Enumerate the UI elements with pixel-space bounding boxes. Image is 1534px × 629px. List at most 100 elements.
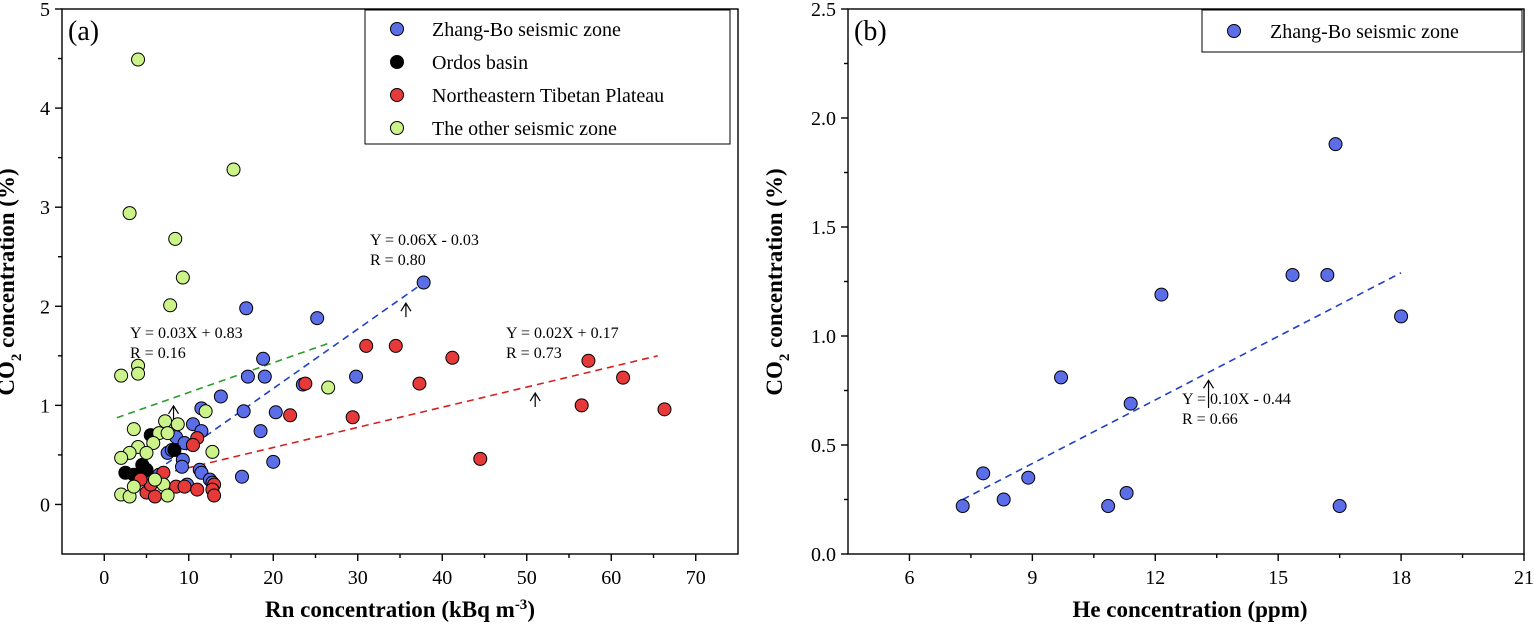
data-point [158,414,173,429]
annotation-arrow [1203,379,1215,408]
y-tick-label: 5 [40,0,50,21]
data-point [205,444,220,459]
data-point [198,404,213,419]
legend-label: Zhang-Bo seismic zone [1270,21,1459,43]
y-tick-label: 1.0 [811,326,836,348]
data-point [147,489,162,504]
fit-equation: Y = 0.10X - 0.44 [1182,391,1291,408]
data-point [236,404,251,419]
data-point [266,454,281,469]
data-point [345,410,360,425]
data-point [131,366,146,381]
data-point [168,231,183,246]
fit-r-value: R = 0.16 [130,345,186,362]
data-point [359,338,374,353]
data-point [976,466,991,481]
legend-label: Northeastern Tibetan Plateau [432,85,664,107]
data-point [253,424,268,439]
data-point [114,450,129,465]
y-tick-label: 3 [40,197,50,219]
panel-a-x-axis-label: Rn concentration (kBq m-3) [265,597,535,622]
y-tick-label: 0 [40,494,50,516]
data-point [207,488,222,503]
data-point [574,398,589,413]
data-point [388,338,403,353]
data-point [996,492,1011,507]
legend-marker [390,88,404,102]
legend-label: The other seismic zone [432,118,617,140]
data-point [1285,267,1300,282]
x-tick-label: 60 [601,567,621,589]
data-point [1394,309,1409,324]
regression-line [116,342,329,419]
fit-r-value: R = 0.80 [370,252,426,269]
data-point [412,376,427,391]
legend-marker [1227,24,1241,38]
panel-a-y-axis-label: CO2 concentration (%) [0,168,25,395]
data-point [955,499,970,514]
x-tick-label: 9 [1027,567,1037,589]
data-point [616,370,631,385]
data-point [473,451,488,466]
data-point [160,488,175,503]
panel-b-x-axis-label: He concentration (ppm) [1072,597,1307,622]
data-point [126,479,141,494]
data-point [1328,137,1343,152]
regression-line [163,355,658,475]
data-point [657,402,672,417]
annotation-arrow [168,404,180,420]
data-point [1021,470,1036,485]
x-tick-label: 70 [686,567,706,589]
x-tick-label: 10 [179,567,199,589]
y-tick-label: 2.0 [811,108,836,130]
legend-box [364,9,731,145]
x-tick-label: 20 [263,567,283,589]
panel-a-legend: Zhang-Bo seismic zone Ordos basin Northeas… [364,9,731,145]
data-point [167,442,182,457]
legend-label: Zhang-Bo seismic zone [432,19,621,41]
fit-equation: Y = 0.03X + 0.83 [130,325,243,342]
data-point [226,162,241,177]
legend-marker [390,121,404,135]
annotation-arrow [400,302,412,318]
annotation-arrow [529,391,541,408]
regression-line [962,272,1402,501]
fit-equation: Y = 0.02X + 0.17 [506,325,619,342]
x-tick-label: 50 [517,567,537,589]
data-point [1320,267,1335,282]
fit-equation: Y = 0.06X - 0.03 [370,232,479,249]
data-point [163,298,178,313]
panel-b-y-axis-label: CO2 concentration (%) [762,168,793,395]
data-point [131,52,146,67]
data-point [126,422,141,437]
y-tick-label: 1.5 [811,217,836,239]
data-point [349,369,364,384]
data-point [581,353,596,368]
panel-b: Y = 0.10X - 0.44 R = 0.66 6 9 12 15 18 21 0.0 0.… [762,0,1534,622]
data-point [146,436,161,451]
data-point [213,389,228,404]
data-point [283,408,298,423]
x-tick-label: 40 [432,567,452,589]
panel-a: Y = 0.03X + 0.83 R = 0.16 Y = 0.06X - 0.03… [0,0,739,622]
data-point [298,376,313,391]
data-point [1119,485,1134,500]
data-point [1123,396,1138,411]
x-tick-label: 30 [348,567,368,589]
data-point [268,405,283,420]
data-point [310,311,325,326]
data-point [170,417,185,432]
data-point [1154,287,1169,302]
data-point [1332,499,1347,514]
data-point [239,301,254,316]
x-tick-label: 0 [99,567,109,589]
x-tick-label: 18 [1391,567,1411,589]
regression-line [146,280,426,479]
data-point [185,438,200,452]
data-point [445,350,460,365]
data-point [1054,370,1069,385]
data-point [122,206,137,221]
y-tick-label: 2.5 [811,0,836,21]
data-point [234,469,249,484]
